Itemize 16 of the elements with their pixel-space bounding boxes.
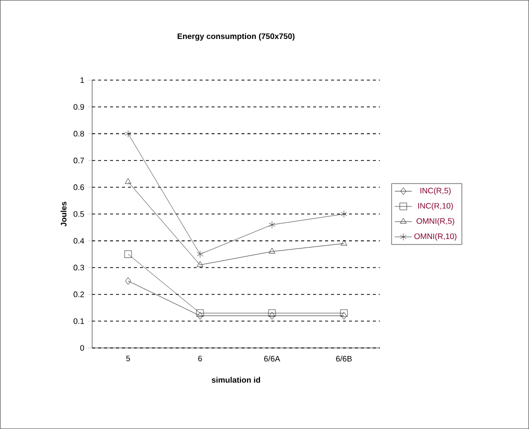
point [196,309,204,317]
point [340,309,348,317]
point [197,312,203,320]
point [268,309,276,317]
point [196,250,204,258]
point [268,248,276,254]
point [268,221,276,228]
point [196,261,204,267]
point [124,130,132,138]
point [124,250,132,258]
point [341,312,347,320]
point [340,240,348,246]
point [269,312,275,320]
point [340,210,348,218]
point [124,178,132,184]
point [125,277,131,285]
